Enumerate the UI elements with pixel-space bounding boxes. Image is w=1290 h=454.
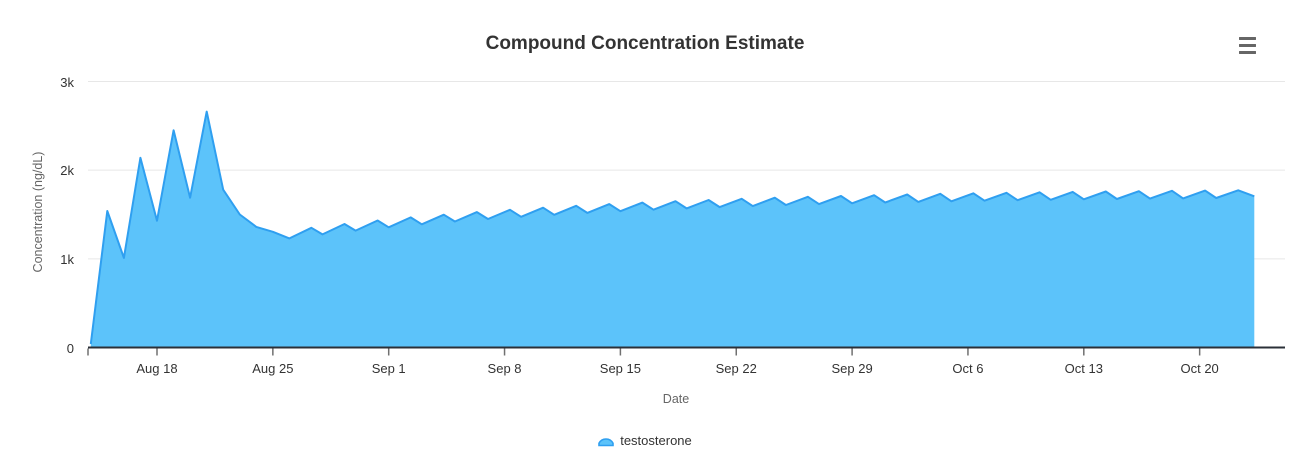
y-tick-label: 2k <box>60 163 74 179</box>
x-axis-title: Date <box>662 392 690 406</box>
y-tick-label: 0 <box>66 340 74 356</box>
legend-label: testosterone <box>620 433 692 448</box>
x-tick-label: Aug 18 <box>136 361 178 376</box>
x-tick-label: Sep 15 <box>599 361 641 376</box>
legend: testosterone <box>0 433 1290 448</box>
x-tick-label: Aug 25 <box>252 361 294 376</box>
x-tick-label: Sep 22 <box>715 361 757 376</box>
x-tick-label: Oct 20 <box>1180 361 1219 376</box>
y-tick-label: 3k <box>60 74 74 90</box>
x-tick-label: Oct 13 <box>1064 361 1103 376</box>
export-menu-button[interactable] <box>1239 36 1258 55</box>
x-tick-label: Sep 29 <box>831 361 873 376</box>
x-tick-label: Oct 6 <box>952 361 984 376</box>
y-tick-label: 1k <box>60 251 74 267</box>
legend-item-testosterone[interactable]: testosterone <box>598 433 692 448</box>
series-line <box>89 110 1255 345</box>
x-tick-label: Sep 1 <box>371 361 406 376</box>
chart-title: Compound Concentration Estimate <box>485 33 805 54</box>
area-fill[interactable] <box>90 111 1255 348</box>
x-tick-label: Sep 8 <box>487 361 522 376</box>
area-series-icon <box>598 437 615 446</box>
